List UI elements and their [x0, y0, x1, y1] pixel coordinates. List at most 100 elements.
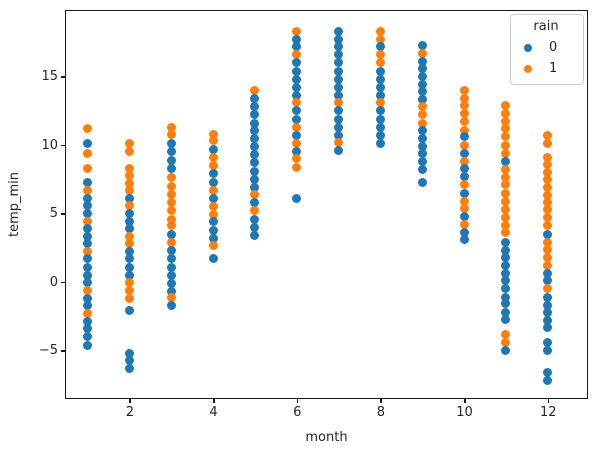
- scatter-point: [501, 140, 511, 150]
- scatter-point: [459, 157, 469, 167]
- scatter-point: [124, 194, 134, 204]
- legend-entry-label: 0: [549, 40, 558, 55]
- scatter-point: [292, 26, 302, 36]
- scatter-point: [292, 58, 302, 68]
- scatter-point: [166, 300, 176, 310]
- scatter-point: [459, 196, 469, 206]
- scatter-point: [501, 329, 511, 339]
- scatter-point: [334, 41, 344, 51]
- scatter-point: [501, 261, 511, 271]
- scatter-point: [417, 165, 427, 175]
- scatter-point: [501, 109, 511, 119]
- scatter-point: [501, 299, 511, 309]
- scatter-point: [83, 124, 92, 134]
- scatter-point: [417, 102, 427, 112]
- scatter-point: [375, 66, 385, 76]
- scatter-point: [334, 114, 344, 124]
- scatter-point: [334, 50, 344, 60]
- scatter-point: [501, 204, 511, 214]
- scatter-point: [501, 165, 511, 175]
- scatter-point: [250, 166, 260, 176]
- scatter-point: [543, 252, 553, 262]
- scatter-point: [334, 58, 344, 68]
- scatter-point: [501, 237, 511, 247]
- scatter-point: [166, 198, 176, 208]
- scatter-point: [83, 239, 92, 249]
- y-tick: [61, 213, 65, 215]
- scatter-point: [375, 74, 385, 84]
- y-tick-label: 0: [49, 274, 58, 290]
- scatter-point: [334, 98, 344, 108]
- scatter-point: [83, 300, 92, 310]
- scatter-point: [543, 131, 553, 140]
- scatter-point: [543, 346, 553, 356]
- scatter-point: [543, 221, 553, 231]
- scatter-point: [124, 200, 134, 210]
- scatter-point: [543, 315, 553, 325]
- scatter-point: [459, 117, 469, 127]
- scatter-point: [124, 217, 134, 227]
- scatter-point: [292, 74, 302, 84]
- scatter-point: [250, 141, 260, 151]
- scatter-point: [501, 148, 511, 158]
- scatter-point: [375, 106, 385, 116]
- scatter-point: [166, 214, 176, 224]
- scatter-point: [334, 26, 344, 36]
- scatter-point: [166, 246, 176, 256]
- scatter-point: [250, 206, 260, 216]
- scatter-point: [375, 91, 385, 101]
- scatter-point: [501, 132, 511, 142]
- scatter-point: [250, 214, 260, 224]
- scatter-point: [292, 162, 302, 172]
- scatter-point: [543, 322, 553, 332]
- scatter-point: [83, 163, 92, 173]
- x-tick: [380, 399, 382, 403]
- scatter-point: [208, 136, 218, 146]
- y-tick: [61, 350, 65, 352]
- scatter-point: [83, 177, 92, 187]
- legend-entry: 1: [517, 58, 575, 79]
- scatter-point: [543, 376, 553, 386]
- scatter-point: [417, 125, 427, 135]
- scatter-point: [543, 307, 553, 317]
- scatter-point: [124, 277, 134, 287]
- legend-entry-label: 1: [549, 61, 558, 76]
- scatter-point: [501, 346, 511, 356]
- scatter-point: [417, 95, 427, 105]
- scatter-point: [83, 139, 92, 149]
- scatter-point: [124, 147, 134, 157]
- scatter-point: [459, 132, 469, 142]
- scatter-point: [543, 292, 553, 302]
- y-tick: [61, 281, 65, 284]
- scatter-point: [208, 129, 218, 139]
- scatter-point: [459, 163, 469, 173]
- scatter-point: [334, 66, 344, 76]
- scatter-point: [543, 261, 553, 271]
- scatter-point: [83, 285, 92, 295]
- scatter-point: [166, 129, 176, 139]
- scatter-point: [208, 217, 218, 227]
- scatter-point: [543, 337, 553, 347]
- scatter-point: [166, 122, 176, 132]
- scatter-point: [250, 189, 260, 199]
- scatter-point: [417, 148, 427, 158]
- scatter-point: [501, 246, 511, 256]
- scatter-point: [83, 148, 92, 158]
- scatter-point: [83, 200, 92, 210]
- scatter-point: [459, 148, 469, 158]
- scatter-point: [124, 178, 134, 188]
- scatter-point: [124, 262, 134, 272]
- scatter-point: [124, 224, 134, 234]
- scatter-point: [124, 232, 134, 242]
- scatter-point: [208, 169, 218, 179]
- scatter-point: [292, 147, 302, 157]
- scatter-point: [292, 194, 302, 204]
- scatter-point: [292, 91, 302, 101]
- scatter-point: [375, 50, 385, 60]
- scatter-point: [459, 235, 469, 245]
- scatter-point: [501, 157, 511, 167]
- x-tick: [296, 399, 299, 403]
- legend-title: rain: [533, 19, 559, 34]
- scatter-point: [375, 83, 385, 93]
- scatter-point: [166, 173, 176, 183]
